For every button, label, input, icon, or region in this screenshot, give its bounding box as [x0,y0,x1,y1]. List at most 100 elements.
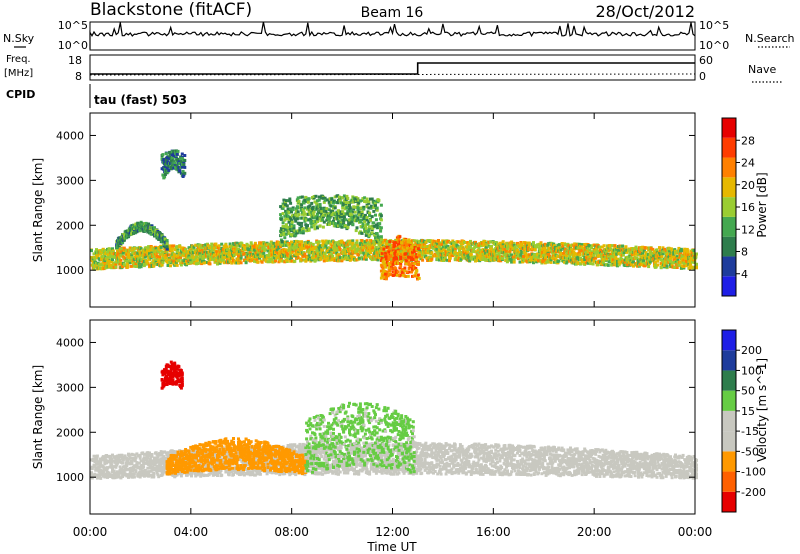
scatter-cell [95,248,98,252]
scatter-cell [448,256,452,260]
scatter-cell [136,255,140,259]
scatter-cell [208,262,212,266]
scatter-cell [161,261,165,265]
scatter-cell [142,260,146,263]
scatter-cell [147,250,151,254]
scatter-cell [132,264,136,268]
scatter-cell [291,208,295,212]
scatter-cell [155,257,159,261]
scatter-cell [225,245,229,249]
scatter-cell [310,201,314,205]
scatter-cell [208,253,212,257]
scatter-cell [149,249,153,253]
scatter-cell [127,259,130,263]
scatter-cell [170,250,174,254]
scatter-cell [187,261,191,265]
scatter-cell [199,249,203,253]
scatter-cell [642,259,646,263]
scatter-cell [148,252,151,256]
scatter-cell [658,246,661,250]
scatter-cell [132,261,136,265]
scatter-cell [121,265,125,269]
scatter-cell [176,254,180,258]
scatter-cell [236,243,240,247]
scatter-cell [284,199,288,203]
scatter-cell [244,248,248,252]
scatter-cell [501,240,505,244]
scatter-cell [358,256,361,260]
scatter-cell [274,259,277,263]
scatter-cell [238,244,242,248]
scatter-cell [107,262,111,266]
scatter-cell [145,250,149,253]
scatter-cell [284,223,288,227]
scatter-cell [242,252,246,256]
scatter-cell [203,251,207,255]
scatter-cell [196,262,200,265]
scatter-cell [143,255,147,259]
scatter-cell [231,256,235,260]
scatter-cell [183,154,187,157]
scatter-cell [103,249,107,252]
scatter-cell [96,253,100,257]
scatter-cell [165,253,169,257]
scatter-cell [490,244,493,248]
scatter-cell [110,254,114,258]
scatter-cell [656,263,660,267]
scatter-cell [102,267,106,271]
scatter-cell [246,244,250,248]
scatter-cell [316,226,319,230]
scatter-cell [228,253,232,257]
scatter-cell [189,261,193,265]
scatter-cell [204,243,208,247]
scatter-cell [121,255,125,259]
scatter-cell [200,246,204,249]
scatter-cell [170,248,174,252]
scatter-cell [106,247,109,251]
scatter-cell [226,254,230,258]
scatter-cell [558,243,561,247]
scatter-cell [256,260,260,264]
scatter-cell [290,220,294,224]
scatter-cell [337,209,340,213]
scatter-cell [189,259,193,263]
scatter-cell [285,204,289,208]
scatter-cell [145,254,149,258]
scatter-cell [253,241,257,245]
scatter-cell [297,199,301,203]
scatter-cell [92,252,96,256]
scatter-cell [244,261,248,265]
scatter-cell [191,258,195,262]
scatter-cell [301,227,305,231]
scatter-cell [182,254,186,258]
scatter-cell [164,152,168,156]
scatter-cell [146,252,150,256]
scatter-cell [111,258,114,262]
scatter-cell [175,152,179,156]
scatter-cell [195,260,198,264]
scatter-cell [232,253,236,257]
scatter-cell [222,261,226,265]
scatter-cell [239,256,243,260]
scatter-cell [199,258,203,262]
scatter-cell [355,241,359,245]
scatter-cell [106,255,109,259]
scatter-cell [162,250,166,254]
scatter-cell [333,206,337,210]
scatter-cell [239,261,243,265]
cpid-value: tau (fast) 503 [94,93,187,107]
scatter-cell [158,252,162,256]
scatter-cell [272,241,276,245]
scatter-cell [172,259,176,263]
scatter-cell [229,251,233,255]
cpid-label: CPID [6,88,35,101]
scatter-cell [131,256,135,260]
scatter-cell [178,245,182,249]
scatter-cell [156,263,160,266]
scatter-cell [149,261,153,265]
scatter-cell [166,264,170,267]
scatter-cell [161,153,165,157]
scatter-cell [341,206,345,210]
scatter-cell [123,264,127,268]
